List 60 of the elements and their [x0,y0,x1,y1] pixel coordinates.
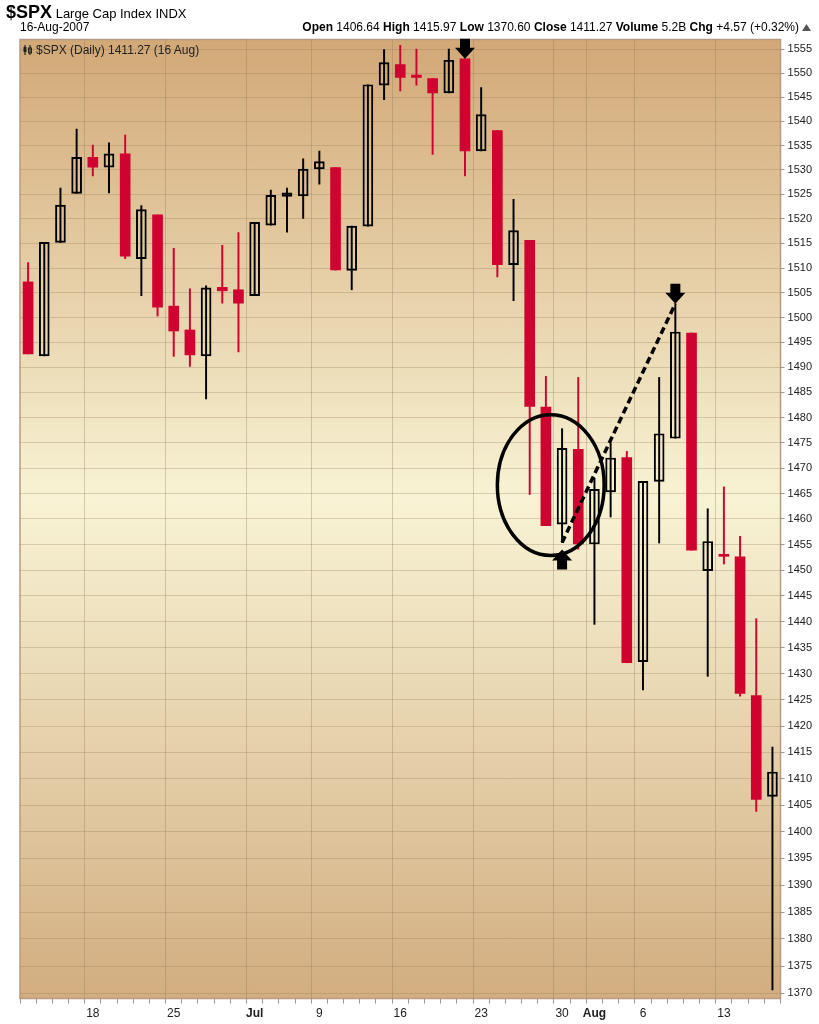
y-tick-label: 1370 [787,986,813,999]
y-tick-label: 1505 [787,285,813,298]
y-tick-label: 1395 [787,851,813,864]
y-tick-label: 1460 [787,512,813,525]
candlestick [249,221,260,297]
text: Open 1406.64 High 1415.97 Low 1370.60 Close 1411.27 Volume 5.2B Chg +4.57 (+0.32%) [302,20,799,34]
y-tick-label: 1400 [787,824,813,837]
y-tick-label: 1410 [787,771,813,784]
y-tick-label: 1485 [787,385,813,398]
x-tick-label: 16 [393,1006,408,1021]
candlestick [718,486,730,565]
y-tick-label: 1445 [787,588,813,601]
x-tick-label: 25 [167,1006,181,1021]
y-tick-label: 1490 [787,360,813,373]
y-tick-label: 1455 [787,537,813,550]
x-tick-label: 6 [639,1006,647,1021]
x-tick-label: 30 [555,1006,570,1021]
y-tick-label: 1415 [787,745,813,758]
candlestick [411,48,422,86]
x-tick-label: Aug [582,1006,607,1021]
y-tick-label: 1430 [787,666,813,679]
annotation: $SPX (Daily) 1411.27 (16 Aug) [36,42,200,57]
y-tick-label: 1375 [787,959,813,972]
y-tick-label: 1380 [787,931,813,944]
text: 16-Aug-2007 [20,20,90,34]
y-tick-label: 1525 [787,187,813,200]
y-tick-label: 1540 [787,114,813,127]
x-tick-label: 9 [316,1006,324,1021]
y-tick-label: 1465 [787,486,813,499]
y-tick-label: 1545 [787,90,813,103]
x-tick-label: Jul [245,1006,264,1021]
y-tick-label: 1450 [787,563,813,576]
y-tick-label: 1390 [787,878,813,891]
x-tick-label: 18 [86,1006,100,1021]
chart-subtitle: Large Cap Index INDX [55,6,187,21]
y-tick-label: 1470 [787,461,813,474]
y-tick-label: 1425 [787,692,813,705]
candlestick [38,242,50,357]
y-tick-label: 1515 [787,236,813,249]
y-tick-label: 1420 [787,719,813,732]
y-tick-label: 1440 [787,614,813,627]
y-tick-label: 1495 [787,335,813,348]
y-tick-label: 1405 [787,798,813,811]
candlestick [362,84,374,227]
y-tick-label: 1385 [787,905,813,918]
chart-title: $SPX [6,2,53,22]
y-tick-label: 1550 [787,66,813,79]
y-tick-label: 1510 [787,261,813,274]
y-tick-label: 1435 [787,640,813,653]
y-tick-label: 1555 [787,42,813,55]
candlestick [233,232,244,353]
y-tick-label: 1530 [787,163,813,175]
x-tick-label: 23 [474,1006,489,1021]
x-tick-label: 13 [717,1006,731,1021]
y-tick-label: 1500 [787,310,813,323]
y-tick-label: 1520 [787,211,813,224]
candlestick [216,245,228,304]
y-tick-label: 1535 [787,138,813,151]
y-tick-label: 1480 [787,410,813,423]
y-tick-label: 1475 [787,435,813,448]
